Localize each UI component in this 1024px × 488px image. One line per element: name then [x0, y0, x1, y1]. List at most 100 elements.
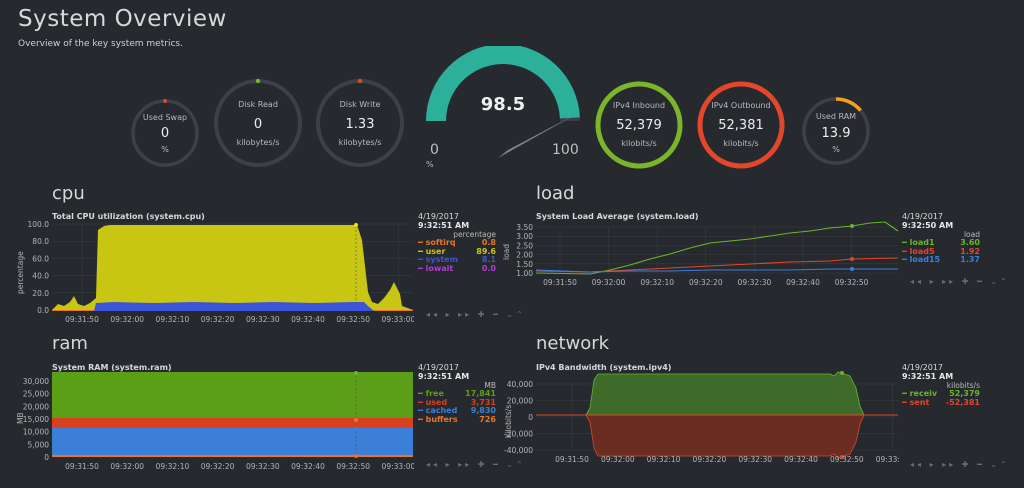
gauge-label: Used RAM [815, 112, 857, 121]
legend-unit: kilobits/s [946, 381, 980, 390]
network-x-tick: 09:32:30 [738, 455, 772, 464]
legend-value: 1.37 [960, 255, 980, 264]
legend-time: 9:32:50 AM [902, 221, 954, 230]
ram-x-tick: 09:32:10 [156, 462, 190, 471]
ram-area-free [52, 372, 413, 418]
section-cpu: cpu [52, 183, 85, 204]
chart-controls-cpu[interactable]: ◂◂ ▸ ▸▸ ✚ ━ ⌄⌃ [426, 310, 526, 319]
gauge-ipv4-inbound[interactable]: IPv4 Inbound 52,379 kilobits/s [594, 80, 684, 170]
legend-time: 9:32:51 AM [418, 221, 470, 230]
net-marker-sent [840, 455, 844, 459]
chart-title-cpu: Total CPU utilization (system.cpu) [52, 212, 205, 221]
gauge-value: 1.33 [345, 117, 375, 132]
gauge-cpu[interactable]: CPU 98.5 0 100 % [418, 46, 588, 174]
network-y-tick: 0 [528, 413, 533, 422]
ram-x-tick: 09:32:20 [201, 462, 235, 471]
legend-label: ━ softirq [418, 238, 456, 247]
chart-network[interactable]: 40,000 20,000 0 -20,000 -40,000 09:31:50 09:3… [500, 368, 900, 474]
gauge-ring [214, 78, 302, 167]
legend-item-load15[interactable]: ━ load15 1.37 [902, 255, 980, 265]
legend-date: 4/19/2017 [902, 363, 944, 372]
legend-value: 726 [479, 414, 496, 424]
chart-controls-network[interactable]: ◂◂ ▸ ▸▸ ✚ ━ ⌄⌃ [910, 460, 1010, 469]
cpu-y-tick: 80.0 [32, 237, 49, 246]
cpu-y-axis-label: percentage [16, 251, 25, 294]
gauge-value: 0 [160, 126, 170, 141]
gauge-value: 0 [253, 117, 263, 132]
load-x-tick: 09:32:20 [689, 278, 723, 286]
load-x-tick: 09:31:50 [543, 278, 577, 286]
ram-x-tick: 09:32:00 [110, 462, 144, 471]
gauge-disk-read[interactable]: Disk Read 0 kilobytes/s [213, 78, 303, 168]
legend-label: ━ sent [902, 397, 930, 407]
ram-gauge-fill [835, 97, 862, 112]
legend-time: 9:32:51 AM [902, 372, 954, 381]
ram-x-tick: 09:32:40 [291, 462, 325, 471]
ram-y-tick: 15,000 [23, 415, 49, 424]
legend-label: ━ buffers [418, 414, 458, 424]
load-line-load1 [535, 221, 899, 275]
load1-marker-dot [850, 224, 854, 228]
gauge-used-swap[interactable]: Used Swap 0 % [130, 98, 200, 168]
chart-cpu[interactable]: 100.0 80.0 60.0 40.0 20.0 0.0 09:31:50 09:32:0… [14, 216, 414, 326]
gauge-label: IPv4 Inbound [612, 101, 666, 110]
load5-marker-dot [850, 257, 854, 261]
network-x-tick: 09:32:40 [784, 455, 818, 464]
chart-load[interactable]: 3.503.002.502.001.501.00 09:31:50 09:32:0… [500, 216, 900, 286]
page-subtitle: Overview of the key system metrics. [18, 39, 183, 49]
legend-label: ━ free [418, 389, 444, 398]
gauge-ring [697, 81, 785, 169]
legend-item-softirq[interactable]: ━ softirq 0.8 [418, 238, 496, 248]
gauge-disk-write[interactable]: Disk Write 1.33 kilobytes/s [315, 78, 405, 168]
chart-controls-ram[interactable]: ◂◂ ▸ ▸▸ ✚ ━ ⌄⌃ [426, 460, 526, 469]
legend-item-cached[interactable]: ━ cached 9,830 [418, 406, 496, 416]
gauge-cpu-min: 0 [430, 142, 439, 158]
load-x-tick: 09:32:10 [640, 278, 674, 286]
legend-item-buffers[interactable]: ━ buffers 726 [418, 414, 496, 425]
legend-unit: load [963, 230, 980, 239]
gauge-ring [316, 78, 404, 167]
ram-y-tick: 10,000 [23, 428, 49, 437]
legend-item-load5[interactable]: ━ load5 1.92 [902, 246, 980, 257]
gauge-ipv4-outbound[interactable]: IPv4 Outbound 52,381 kilobits/s [696, 80, 786, 170]
cpu-marker-dot [354, 223, 358, 227]
network-y-tick: 20,000 [507, 397, 533, 406]
legend-item-user[interactable]: ━ user 89.6 [418, 246, 496, 257]
chart-ram[interactable]: 30,000 25,000 20,000 15,000 10,000 5,000 0 09:… [14, 368, 414, 474]
legend-label: ━ load5 [902, 246, 935, 256]
legend-item-sent[interactable]: ━ sent -52,381 [902, 397, 980, 408]
legend-label: ━ cached [418, 406, 458, 415]
chart-controls-load[interactable]: ◂◂ ▸ ▸▸ ✚ ━ ⌄⌃ [910, 277, 1010, 286]
legend-item-load1[interactable]: ━ load1 3.60 [902, 238, 980, 248]
network-x-tick: 09:32:20 [693, 455, 727, 464]
gauge-cpu-dial [426, 46, 580, 158]
legend-label: ━ iowait [418, 263, 454, 273]
gauge-label: Disk Write [339, 100, 381, 109]
ram-y-tick: 25,000 [23, 390, 49, 399]
legend-label: ━ system [418, 255, 458, 264]
gauge-value: 13.9 [821, 126, 851, 141]
legend-item-system[interactable]: ━ system 8.1 [418, 255, 496, 265]
legend-ram: 4/19/2017 9:32:51 AM MB ━ free 17,841 ━ us… [418, 363, 496, 424]
gauge-value: 52,379 [616, 118, 662, 133]
legend-item-receiv[interactable]: ━ receiv 52,379 [902, 389, 980, 399]
load-x-tick: 09:32:50 [835, 278, 869, 286]
gauge-unit: kilobits/s [621, 139, 657, 148]
load15-marker-dot [850, 267, 854, 271]
legend-item-free[interactable]: ━ free 17,841 [418, 389, 496, 399]
cpu-x-tick: 09:32:20 [201, 315, 235, 324]
ram-x-tick: 09:32:30 [246, 462, 280, 471]
ram-y-tick: 20,000 [23, 402, 49, 411]
legend-label: ━ user [418, 246, 446, 256]
gauge-cpu-unit: % [426, 160, 434, 169]
net-marker-received [840, 371, 844, 375]
legend-item-used[interactable]: ━ used 3,731 [418, 398, 496, 408]
legend-label: ━ load15 [902, 255, 941, 264]
ram-x-tick: 09:31:50 [65, 462, 99, 471]
load-x-tick: 09:32:30 [738, 278, 772, 286]
ram-marker-used [354, 418, 358, 422]
network-y-tick: 40,000 [507, 380, 533, 389]
gauge-used-ram[interactable]: Used RAM 13.9 % [801, 96, 871, 166]
legend-item-iowait[interactable]: ━ iowait 0.0 [418, 263, 496, 274]
cpu-x-tick: 09:32:40 [291, 315, 325, 324]
